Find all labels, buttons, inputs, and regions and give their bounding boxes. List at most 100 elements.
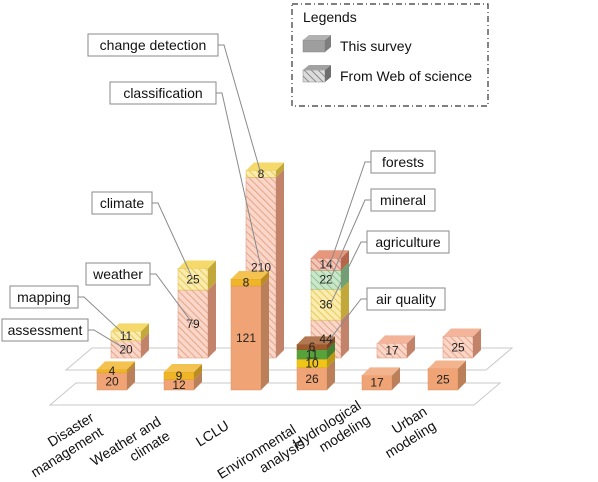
legend-item-label: This survey	[340, 38, 412, 54]
annotation-callout: weather	[85, 262, 194, 325]
data-label: 11	[306, 347, 319, 361]
data-label: 26	[305, 372, 319, 386]
wos-segment-side	[208, 260, 216, 291]
survey-segment-side	[327, 336, 335, 350]
survey-bar-segment	[96, 364, 135, 391]
survey-segment-side	[261, 277, 269, 390]
data-label: 20	[119, 342, 133, 356]
data-label: 12	[172, 378, 186, 392]
annotation-box	[9, 285, 79, 309]
wos-segment-side	[208, 282, 216, 358]
wos-segment-side	[341, 312, 349, 358]
category-label-line: LCLU	[193, 417, 232, 450]
data-label: 36	[319, 298, 333, 312]
annotation-box	[85, 262, 151, 286]
annotation-box	[1, 318, 89, 342]
annotation-callout: change detection	[87, 33, 262, 175]
annotation-callout: agriculture	[329, 230, 450, 305]
data-label: 44	[319, 332, 333, 346]
annotation-text: air quality	[376, 291, 436, 307]
data-label: 121	[236, 331, 256, 345]
wos-segment-side	[141, 323, 149, 341]
annotation-text: agriculture	[375, 234, 441, 250]
survey-bar-segment	[163, 363, 202, 380]
survey-bar-segment	[230, 271, 269, 287]
survey-segment-side	[458, 360, 466, 390]
grid-back-floor	[64, 347, 514, 371]
category-label: Hydrologicalmodeling	[290, 397, 373, 466]
wos-segment-side	[341, 250, 349, 271]
annotation-leader-line	[216, 92, 262, 268]
annotation-callout: forests	[329, 150, 436, 265]
survey-bar-segment	[96, 361, 135, 374]
annotation-box	[109, 81, 217, 105]
annotation-text: mineral	[380, 192, 426, 208]
data-label: 8	[258, 167, 265, 181]
data-label: 4	[109, 364, 116, 378]
annotation-box	[370, 150, 436, 174]
wos-segment-front	[310, 288, 342, 321]
legend-swatch-top	[303, 65, 331, 70]
data-label: 22	[319, 273, 333, 287]
wos-segment-top	[111, 323, 149, 332]
annotation-text: mapping	[17, 289, 71, 305]
annotation-box	[91, 191, 153, 215]
data-label: 6	[309, 340, 316, 354]
annotation-callout: assessment	[1, 318, 127, 350]
data-label: 20	[105, 374, 119, 388]
annotation-text: forests	[382, 154, 424, 170]
survey-bar-segment	[230, 277, 269, 391]
annotation-leader-line	[88, 329, 127, 350]
legend-frame	[291, 3, 489, 107]
survey-segment-side	[127, 364, 135, 390]
wos-segment-side	[473, 328, 481, 358]
annotation-callout: mapping	[9, 285, 127, 337]
data-label: 79	[186, 317, 200, 331]
annotation-leader-line	[218, 44, 262, 175]
category-label: Weather andclimate	[87, 413, 172, 482]
annotation-text: classification	[123, 85, 202, 101]
data-label: 25	[436, 372, 450, 386]
data-label: 9	[176, 369, 183, 383]
annotation-text: change detection	[100, 37, 207, 53]
legend-item-label: From Web of science	[340, 68, 472, 84]
annotation-leader-line	[152, 202, 194, 280]
legend-title: Legends	[303, 9, 357, 25]
legend-swatch	[302, 65, 331, 83]
wos-bar-segment	[310, 281, 349, 321]
wos-segment-side	[141, 332, 149, 358]
data-label: 14	[319, 257, 333, 271]
data-label: 210	[251, 261, 271, 275]
survey-bar-segment	[296, 359, 335, 391]
survey-segment-top	[428, 360, 466, 369]
legend-swatch-front	[302, 39, 326, 53]
wos-segment-side	[276, 169, 284, 358]
data-label: 10	[305, 356, 319, 370]
survey-bar-segment	[427, 360, 466, 391]
data-label: 25	[186, 272, 200, 286]
wos-segment-top	[443, 328, 481, 337]
annotation-leader-line	[329, 241, 367, 305]
data-label: 11	[120, 329, 133, 343]
annotation-box	[366, 230, 450, 254]
survey-segment-side	[392, 367, 400, 390]
legend: Legends This survey From Web of science	[291, 3, 489, 107]
survey-segment-top	[297, 336, 335, 345]
annotation-leader-line	[329, 161, 371, 265]
survey-segment-top	[164, 363, 202, 372]
annotation-text: assessment	[8, 322, 83, 338]
wos-bar-segment	[376, 335, 415, 359]
wos-segment-top	[377, 335, 415, 344]
data-label: 25	[451, 340, 465, 354]
annotation-box	[370, 188, 436, 212]
data-label: 17	[370, 376, 384, 390]
wos-bar-segment	[442, 328, 481, 359]
data-label: 17	[385, 344, 399, 358]
survey-segment-side	[327, 351, 335, 368]
category-label: Urbanmodeling	[373, 403, 439, 461]
legend-swatch-side	[325, 65, 331, 82]
legend-swatch-side	[325, 35, 331, 52]
survey-bar-segment	[296, 336, 335, 350]
